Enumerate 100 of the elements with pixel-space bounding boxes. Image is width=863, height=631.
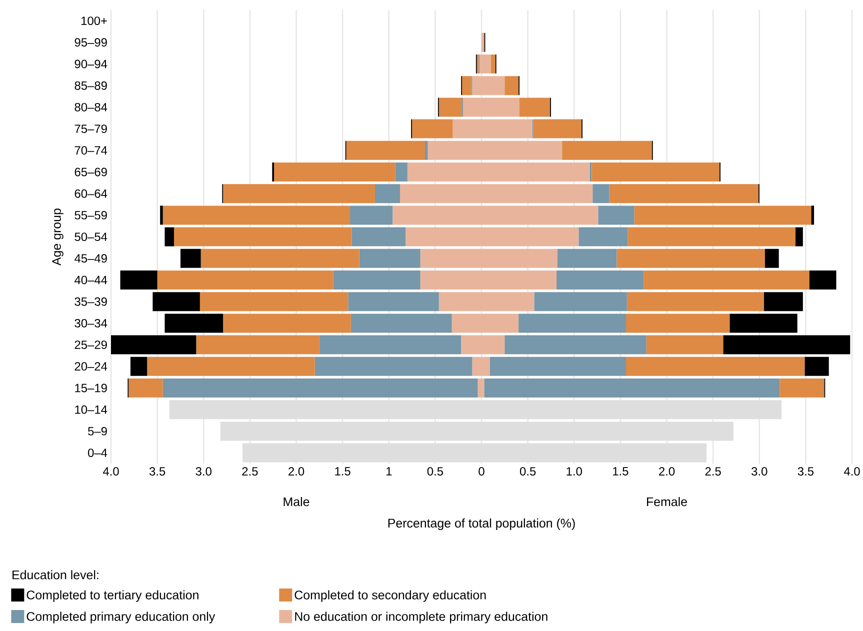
bar	[478, 378, 482, 398]
bar	[350, 206, 393, 225]
y-tick-label: 5–9	[88, 426, 107, 436]
y-axis-title: Age group	[52, 208, 64, 266]
legend-title: Education level:	[12, 570, 98, 580]
text: Female	[647, 497, 687, 506]
bar	[592, 162, 720, 182]
x-tick-label: 2.5	[705, 467, 721, 476]
y-tick-label: 80–84	[74, 102, 108, 112]
y-tick-label: 10–14	[75, 405, 108, 414]
x-tick-label: 2.5	[242, 467, 258, 476]
bar	[811, 206, 814, 225]
y-tick-label: 30–34	[74, 318, 108, 328]
x-tick-label: 1.5	[613, 467, 628, 476]
bar	[616, 248, 765, 268]
bar	[333, 270, 420, 290]
bar	[646, 335, 724, 354]
bar	[162, 206, 350, 225]
bar	[504, 76, 519, 96]
x-tick-label: 0.5	[427, 467, 443, 476]
y-tick-label: 60–64	[74, 189, 108, 198]
x-tick-label: 0	[478, 467, 484, 476]
bar	[274, 162, 396, 182]
bar	[319, 335, 462, 354]
bar	[626, 314, 730, 333]
bar	[634, 206, 812, 225]
bar	[809, 270, 836, 290]
bar	[598, 206, 634, 225]
bar	[200, 248, 360, 268]
bar	[592, 184, 610, 204]
bar	[609, 184, 758, 204]
bar	[556, 270, 644, 290]
bar	[796, 227, 803, 246]
x-tick-label: 3.0	[196, 467, 212, 476]
x-tick-label: 1	[386, 467, 392, 476]
bar	[359, 248, 420, 268]
bar	[111, 335, 196, 354]
bar	[628, 227, 796, 246]
bar	[314, 356, 472, 376]
y-tick-label: 45–49	[74, 254, 107, 263]
bar	[346, 140, 425, 160]
y-tick-label: 35–39	[74, 297, 107, 306]
bar	[533, 119, 582, 138]
bar	[130, 356, 148, 376]
bar	[160, 206, 163, 225]
x-tick-label: 2.0	[659, 467, 675, 476]
y-tick-label: 70–74	[74, 146, 108, 155]
bar	[223, 314, 351, 333]
bar	[723, 335, 850, 354]
y-tick-label: 25–29	[74, 340, 107, 350]
bar	[482, 54, 491, 74]
y-tick-label: 0–4	[88, 448, 108, 458]
x-tick-label: 3.5	[798, 467, 814, 476]
x-tick-label: 4.0	[844, 467, 860, 476]
bar	[120, 270, 158, 290]
bar	[462, 76, 472, 96]
bar	[578, 227, 628, 246]
x-tick-label: 3.0	[752, 467, 768, 476]
bar	[482, 32, 484, 52]
bar	[518, 314, 626, 333]
bar	[147, 356, 315, 376]
text: Male	[284, 497, 310, 506]
y-tick-label: 20–24	[74, 362, 108, 371]
bar	[490, 54, 496, 74]
bar	[557, 248, 617, 268]
y-tick-label: 55–59	[74, 210, 107, 220]
legend-label: Completed to tertiary education	[26, 590, 198, 602]
bar	[395, 162, 408, 182]
bar	[764, 248, 779, 268]
bar	[374, 184, 400, 204]
bar	[626, 356, 805, 376]
x-tick-label: 0.5	[520, 467, 536, 476]
y-tick-label: 50–54	[74, 232, 108, 242]
bar	[484, 378, 780, 398]
bar	[804, 356, 829, 376]
bar	[425, 140, 428, 160]
y-tick-label: 90–94	[74, 60, 108, 68]
bar	[352, 227, 406, 246]
bar	[174, 227, 352, 246]
x-axis-title: Percentage of total population (%)	[388, 518, 575, 530]
x-tick-label: 1.0	[566, 467, 582, 476]
bar	[534, 292, 627, 312]
x-tick-label: 2.0	[288, 467, 304, 476]
legend-label: No education or incomplete primary education	[295, 612, 548, 624]
legend-label: Completed to secondary education	[294, 590, 486, 602]
y-tick-label: 75–79	[74, 124, 107, 134]
y-tick-label: 85–89	[74, 81, 107, 90]
bar	[162, 378, 478, 398]
bar	[519, 98, 550, 117]
y-tick-label: 40–44	[74, 276, 108, 284]
bar	[504, 335, 646, 354]
bar	[152, 292, 200, 312]
bar	[223, 184, 375, 204]
bar	[196, 335, 320, 354]
bar	[164, 314, 224, 333]
y-tick-label: 65–69	[74, 168, 107, 176]
bar	[348, 292, 439, 312]
bar	[200, 292, 348, 312]
bar	[644, 270, 810, 290]
bar	[626, 292, 764, 312]
